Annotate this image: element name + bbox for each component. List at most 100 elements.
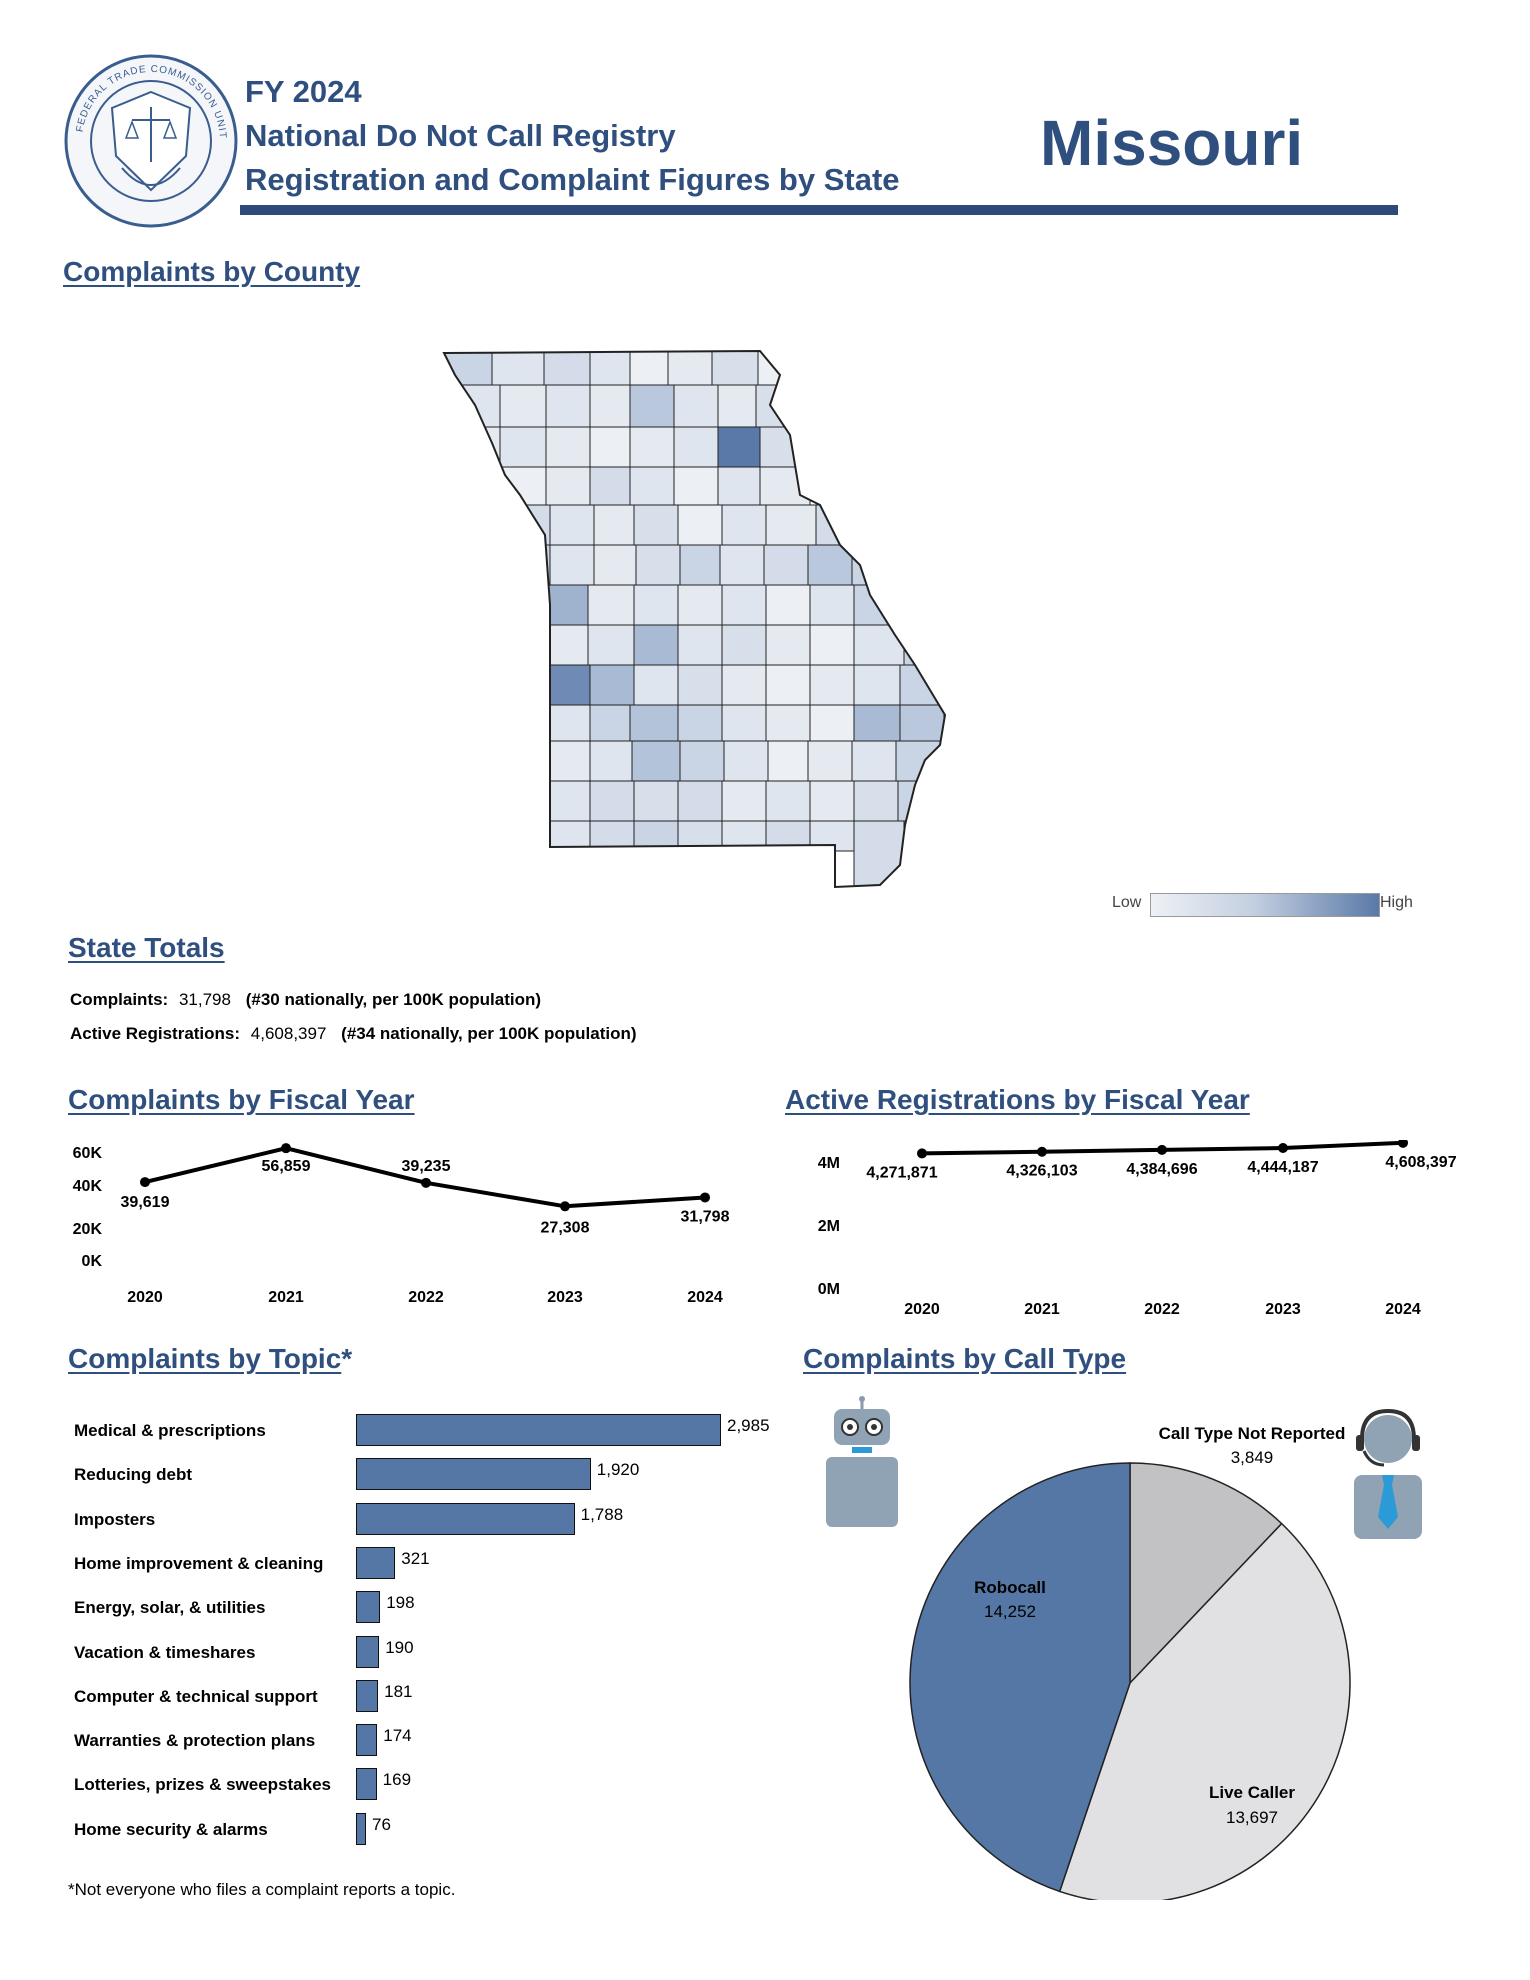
topic-value-label: 321 (401, 1548, 430, 1568)
topic-label: Warranties & protection plans (74, 1731, 316, 1751)
legend-gradient (1150, 893, 1380, 917)
topic-bar (356, 1724, 378, 1757)
state-name: Missouri (1040, 107, 1304, 179)
header-fy: FY 2024 (245, 74, 362, 109)
topic-bar (356, 1414, 721, 1446)
pie-slice-value: 13,697 (1226, 1808, 1278, 1827)
pie-slice-name: Call Type Not Reported (1159, 1424, 1346, 1443)
pie-slice (909, 1462, 1131, 1893)
call-type-title: Complaints by Call Type (803, 1343, 1127, 1374)
topic-label: Home improvement & cleaning (74, 1553, 324, 1573)
county-map (440, 345, 1060, 905)
topic-label: Medical & prescriptions (74, 1421, 266, 1440)
complaints-rank: (#30 nationally, per 100K population) (245, 990, 542, 1009)
legend-low-label: Low (1112, 894, 1142, 911)
legend-high-label: High (1380, 894, 1413, 911)
data-label: 31,798 (681, 1208, 730, 1225)
x-tick-label: 2024 (1385, 1301, 1421, 1318)
data-point (560, 1201, 570, 1212)
data-point (1278, 1143, 1288, 1154)
header-registry: National Do Not Call Registry (245, 118, 676, 153)
topics-footnote: *Not everyone who files a complaint repo… (68, 1880, 456, 1899)
complaints-value: 31,798 (178, 990, 231, 1009)
topic-value-label: 174 (383, 1726, 412, 1746)
topic-label: Lotteries, prizes & sweepstakes (74, 1775, 332, 1795)
registrations-by-year-chart: 4M 2M 0M 4,271,871 2020 4,326,103 2021 4,384,69… (818, 1140, 1457, 1318)
topic-label: Imposters (74, 1509, 156, 1529)
data-label: 27,308 (541, 1219, 590, 1236)
y-tick-label: 20K (73, 1221, 103, 1238)
data-label: 39,235 (402, 1158, 451, 1175)
data-label: 4,608,397 (1385, 1154, 1456, 1171)
topic-label: Reducing debt (74, 1465, 193, 1485)
topic-label: Energy, solar, & utilities (74, 1598, 266, 1618)
y-tick-label: 0K (82, 1253, 103, 1270)
topic-bar (356, 1591, 381, 1624)
topic-label: Home security & alarms (74, 1819, 268, 1839)
topic-value-label: 76 (372, 1814, 391, 1834)
complaints-by-year-chart: 60K 40K 20K 0K 39,619 2020 56,859 2021 39,235 202… (73, 1143, 730, 1306)
pie-slice-name: Live Caller (1209, 1783, 1295, 1802)
topic-label: Computer & technical support (74, 1686, 318, 1706)
header-rule (240, 205, 1398, 215)
x-tick-label: 2022 (408, 1289, 444, 1306)
pie-slice-value: 3,849 (1231, 1448, 1274, 1467)
data-point (1157, 1144, 1167, 1155)
registrations-label: Active Registrations: (70, 1024, 241, 1043)
county-cells (444, 351, 945, 887)
state-outline (442, 349, 947, 889)
call-type-pie-chart: Call Type Not Reported 3,849 Live Caller 13… (909, 1424, 1351, 1900)
topic-bar (356, 1635, 380, 1668)
data-point (421, 1177, 431, 1188)
x-tick-label: 2023 (1265, 1301, 1301, 1318)
x-tick-label: 2023 (547, 1289, 583, 1306)
topic-label: Vacation & timeshares (74, 1642, 256, 1662)
data-point (281, 1143, 291, 1154)
data-label: 56,859 (262, 1158, 311, 1175)
topic-value-label: 1,920 (596, 1460, 640, 1480)
data-label: 4,384,696 (1126, 1161, 1197, 1178)
topics-title: Complaints by Topic* (68, 1343, 352, 1375)
pie-slice (1129, 1462, 1283, 1685)
x-tick-label: 2022 (1144, 1301, 1180, 1318)
data-label: 4,326,103 (1006, 1163, 1077, 1180)
topic-value-label: 181 (384, 1681, 413, 1701)
y-tick-label: 4M (818, 1155, 840, 1172)
topic-value-label: 190 (385, 1637, 414, 1657)
y-tick-label: 60K (73, 1145, 103, 1162)
topic-bar (356, 1679, 379, 1712)
data-point (700, 1192, 710, 1203)
topic-bar (356, 1812, 366, 1845)
topics-title-mark: * (341, 1343, 353, 1374)
registrations-rank: (#34 nationally, per 100K population) (341, 1024, 637, 1043)
y-tick-label: 0M (818, 1281, 840, 1298)
complaints-total-row: Complaints: 31,798 (#30 nationally, per … (70, 990, 541, 1010)
data-point (1398, 1140, 1408, 1148)
x-tick-label: 2020 (127, 1289, 163, 1306)
topic-value-label: 2,985 (727, 1416, 770, 1435)
topic-bar (356, 1546, 396, 1579)
call-center-agent-icon (1348, 1405, 1428, 1545)
ftc-seal: FEDERAL TRADE COMMISSION UNITED STATES O… (57, 44, 240, 230)
topic-value-label: 198 (386, 1593, 415, 1613)
complaints-by-year-title: Complaints by Fiscal Year (68, 1084, 415, 1115)
y-tick-label: 2M (818, 1218, 840, 1235)
topic-bar (356, 1458, 591, 1491)
topics-title-text: Complaints by Topic (68, 1343, 342, 1374)
pie-slice-name: Robocall (974, 1578, 1046, 1597)
x-tick-label: 2021 (1024, 1301, 1060, 1318)
topic-value-label: 1,788 (580, 1504, 624, 1524)
data-label: 39,619 (121, 1194, 170, 1211)
data-label: 4,271,871 (866, 1164, 937, 1181)
data-point (140, 1177, 150, 1188)
topic-value-label: 169 (382, 1770, 412, 1790)
data-point (917, 1148, 927, 1159)
pie-slice (1058, 1522, 1351, 1900)
complaints-label: Complaints: (70, 990, 169, 1009)
county-map-title: Complaints by County (63, 256, 361, 287)
x-tick-label: 2020 (904, 1301, 940, 1318)
registrations-by-year-title: Active Registrations by Fiscal Year (785, 1084, 1250, 1115)
robot-icon (822, 1395, 902, 1535)
state-totals-title: State Totals (68, 932, 225, 963)
registrations-total-row: Active Registrations: 4,608,397 (#34 nat… (70, 1024, 637, 1044)
